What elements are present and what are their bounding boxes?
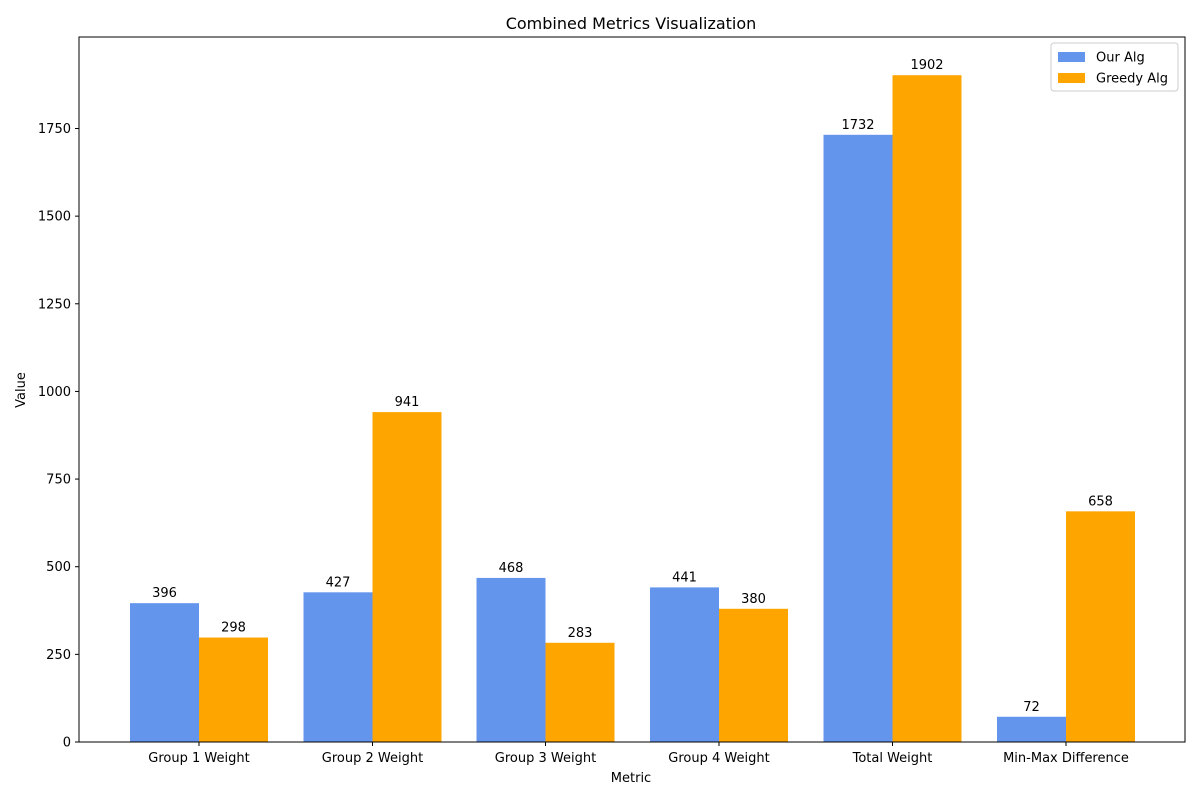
bar-greedy-alg-1: [372, 412, 442, 742]
bar-value-label: 1732: [841, 118, 874, 133]
x-axis-label: Metric: [611, 771, 651, 786]
bar-value-label: 468: [499, 561, 524, 576]
legend-label: Our Alg: [1096, 51, 1145, 66]
y-tick-label: 750: [46, 473, 71, 488]
bar-value-label: 658: [1088, 494, 1113, 509]
chart-title: Combined Metrics Visualization: [506, 14, 757, 33]
bar-value-label: 396: [152, 586, 177, 601]
bar-value-label: 72: [1023, 700, 1040, 715]
bar-our-alg-1: [303, 592, 373, 742]
y-tick-label: 1250: [38, 297, 71, 312]
legend-label: Greedy Alg: [1096, 72, 1168, 87]
axes-layer: 0 250 500 750 1000 1250 1500 1750 Group 1 Weight…: [38, 36, 1186, 766]
bar-value-label: 283: [568, 626, 593, 641]
y-tick-label: 0: [63, 736, 71, 751]
bar-our-alg-4: [823, 134, 893, 742]
bar-value-label: 1902: [910, 58, 943, 73]
bar-our-alg-5: [997, 716, 1066, 742]
y-tick-label: 500: [46, 560, 71, 575]
legend: Our Alg Greedy Alg: [1050, 42, 1179, 92]
y-tick-label: 1500: [38, 210, 71, 225]
bar-greedy-alg-4: [892, 75, 962, 742]
x-tick-label: Group 2 Weight: [322, 751, 423, 766]
bar-greedy-alg-5: [1066, 511, 1135, 742]
plot-frame: [78, 36, 1186, 743]
x-tick-label: Min-Max Difference: [1003, 751, 1129, 766]
y-tick-label: 250: [46, 648, 71, 663]
legend-swatch: [1058, 52, 1085, 62]
bar-value-label: 427: [326, 575, 351, 590]
bar-value-label: 298: [221, 621, 246, 636]
x-tick-label: Total Weight: [852, 751, 933, 766]
y-tick-label: 1750: [38, 122, 71, 137]
bar-greedy-alg-2: [545, 642, 615, 742]
y-axis-label: Value: [14, 372, 29, 408]
x-tick-label: Group 1 Weight: [148, 751, 249, 766]
legend-swatch: [1058, 73, 1085, 83]
bar-our-alg-0: [130, 603, 199, 742]
bar-greedy-alg-3: [719, 608, 788, 742]
bar-value-label: 441: [672, 570, 697, 585]
bar-our-alg-3: [650, 587, 719, 742]
x-tick-label: Group 3 Weight: [495, 751, 596, 766]
bar-value-label: 941: [395, 395, 420, 410]
bar-value-label: 380: [741, 592, 766, 607]
bar-our-alg-2: [476, 577, 546, 742]
y-tick-label: 1000: [38, 385, 71, 400]
bars-layer: 396 427 468 441 1732 72 298 941 283 380 1902 658: [130, 58, 1135, 742]
x-tick-label: Group 4 Weight: [668, 751, 769, 766]
bar-greedy-alg-0: [199, 637, 268, 742]
